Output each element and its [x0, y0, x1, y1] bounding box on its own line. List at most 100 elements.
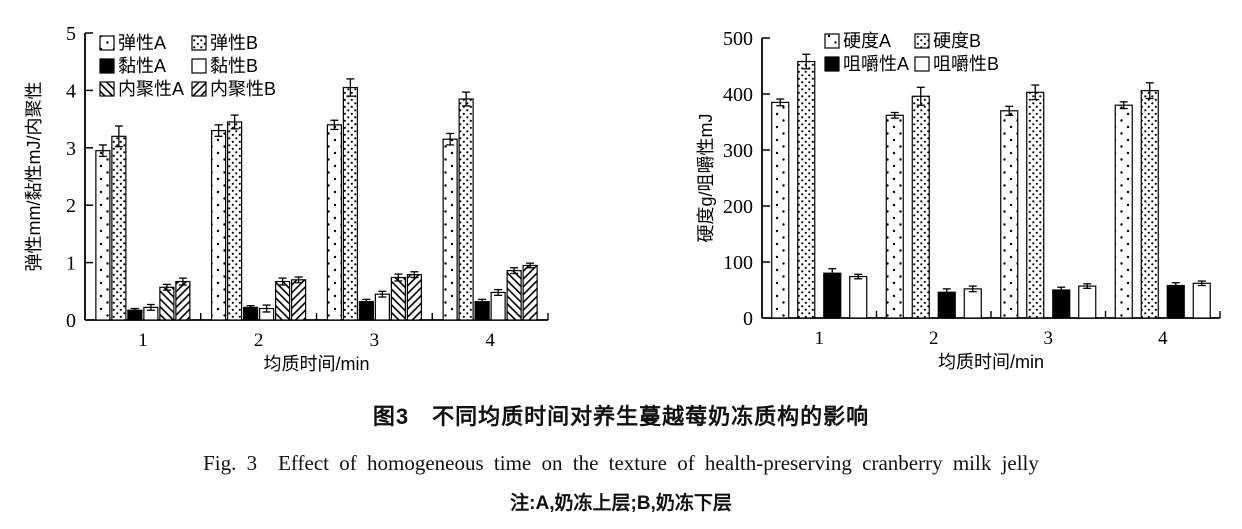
error-bar	[346, 78, 355, 97]
error-bar	[1057, 286, 1066, 294]
bar-黏性B-4	[490, 291, 506, 321]
legend-label: 咀嚼性A	[843, 54, 909, 74]
figure-note: 注:A,奶冻上层;B,奶冻下层	[510, 493, 732, 514]
legend-label: 硬度B	[933, 31, 981, 51]
y-tick-label: 0	[66, 310, 76, 332]
error-bar	[510, 267, 519, 275]
legend-swatch-dots-sparse	[99, 35, 115, 51]
bar-弹性A-3	[326, 124, 342, 321]
bar-弹性A-4	[442, 138, 458, 321]
error-bar	[462, 91, 471, 107]
error-bar	[1031, 84, 1040, 101]
bar-内聚性A-3	[390, 276, 406, 321]
legend-swatch-solid-white	[191, 58, 207, 74]
legend-item-弹性B: 弹性B	[191, 33, 258, 53]
legend-item-黏性B: 黏性B	[191, 56, 258, 76]
x-tick-label: 1	[138, 330, 148, 351]
error-bar	[114, 125, 123, 148]
legend-swatch-solid-black	[824, 56, 840, 72]
bar-咀嚼性A-4	[1166, 284, 1185, 319]
error-bar	[1119, 101, 1128, 110]
legend-label: 内聚性B	[210, 79, 276, 99]
error-bar	[1197, 280, 1206, 287]
bar-咀嚼性A-1	[823, 272, 842, 319]
y-tick-label: 2	[66, 195, 76, 217]
y-tick-label: 0	[743, 308, 753, 330]
x-tick-label: 4	[1158, 328, 1168, 349]
axes	[84, 32, 549, 321]
error-bar	[446, 132, 455, 146]
legend-label: 黏性A	[118, 56, 166, 76]
error-bar	[146, 303, 155, 311]
error-bar	[278, 277, 287, 286]
x-tick-label: 2	[254, 330, 264, 351]
error-bar	[394, 273, 403, 282]
legend-swatch-dots-dense	[914, 33, 930, 49]
bar-弹性A-2	[211, 129, 227, 321]
bar-硬度B-3	[1026, 91, 1045, 319]
legend-label: 弹性B	[210, 33, 258, 53]
error-bar	[362, 298, 371, 305]
y-tick-label: 4	[66, 80, 76, 102]
bar-咀嚼性B-1	[849, 275, 868, 319]
texture-chart-hardness-chewiness: 0 100 200 300 400 500 1 2 3 4 硬度g/咀嚼性mJ 均质时间/min 硬度A…	[696, 28, 1221, 372]
bar-弹性A-1	[95, 150, 111, 321]
bar-咀嚼性B-4	[1192, 282, 1211, 319]
legend-item-硬度B: 硬度B	[914, 31, 981, 51]
error-bar	[916, 86, 925, 106]
legend-label: 弹性A	[118, 33, 166, 53]
bar-内聚性B-4	[522, 264, 538, 321]
error-bar	[410, 271, 419, 279]
legend-item-硬度A: 硬度A	[824, 31, 891, 51]
legend-label: 内聚性A	[118, 79, 184, 99]
legend-swatch-dots-sparse	[824, 33, 840, 49]
bar-弹性B-1	[111, 135, 127, 321]
error-bar	[262, 304, 271, 313]
bar-黏性B-3	[374, 293, 390, 321]
y-tick-label: 200	[723, 196, 753, 218]
y-tick-label: 300	[723, 140, 753, 162]
error-bar	[130, 307, 139, 313]
y-tick-label: 3	[66, 138, 76, 160]
error-bar	[230, 114, 239, 130]
error-bar	[1005, 105, 1014, 116]
bar-硬度B-4	[1140, 90, 1159, 319]
error-bar	[1145, 82, 1154, 100]
legend-item-黏性A: 黏性A	[99, 56, 166, 76]
error-bar	[478, 298, 487, 305]
error-bar	[330, 119, 339, 131]
x-tick-label: 3	[1044, 328, 1054, 349]
legend-swatch-hatch-forward	[191, 81, 207, 97]
error-bar	[1083, 283, 1092, 289]
error-bar	[802, 53, 811, 70]
x-tick-label: 2	[929, 328, 939, 349]
bar-弹性B-2	[227, 121, 243, 321]
bar-内聚性B-3	[406, 274, 422, 321]
legend-label: 黏性B	[210, 56, 258, 76]
x-axis-label: 均质时间/min	[263, 354, 369, 374]
x-tick-label: 4	[485, 330, 495, 351]
figure-caption-en: Fig. 3 Effect of homogeneous time on the…	[203, 451, 1039, 475]
bar-弹性B-3	[342, 86, 358, 321]
bar-硬度A-4	[1114, 104, 1133, 319]
error-bar	[294, 276, 303, 284]
legend-swatch-dots-dense	[191, 35, 207, 51]
bar-咀嚼性B-2	[963, 288, 982, 319]
bar-内聚性B-2	[291, 279, 307, 321]
bar-弹性B-4	[458, 98, 474, 321]
figure-caption-zh: 图3 不同均质时间对养生蔓越莓奶冻质构的影响	[372, 404, 870, 429]
y-tick-label: 1	[66, 253, 76, 275]
bar-内聚性A-2	[275, 280, 291, 321]
x-tick-label: 1	[815, 328, 825, 349]
legend-item-咀嚼性B: 咀嚼性B	[914, 54, 999, 74]
error-bar	[1171, 282, 1180, 289]
legend-label: 硬度A	[843, 31, 891, 51]
legend-item-咀嚼性A: 咀嚼性A	[824, 54, 909, 74]
error-bar	[828, 268, 837, 279]
error-bar	[378, 290, 387, 298]
error-bar	[178, 277, 187, 286]
error-bar	[162, 283, 171, 291]
y-tick-label: 400	[723, 84, 753, 106]
error-bar	[98, 144, 107, 158]
error-bar	[890, 111, 899, 119]
